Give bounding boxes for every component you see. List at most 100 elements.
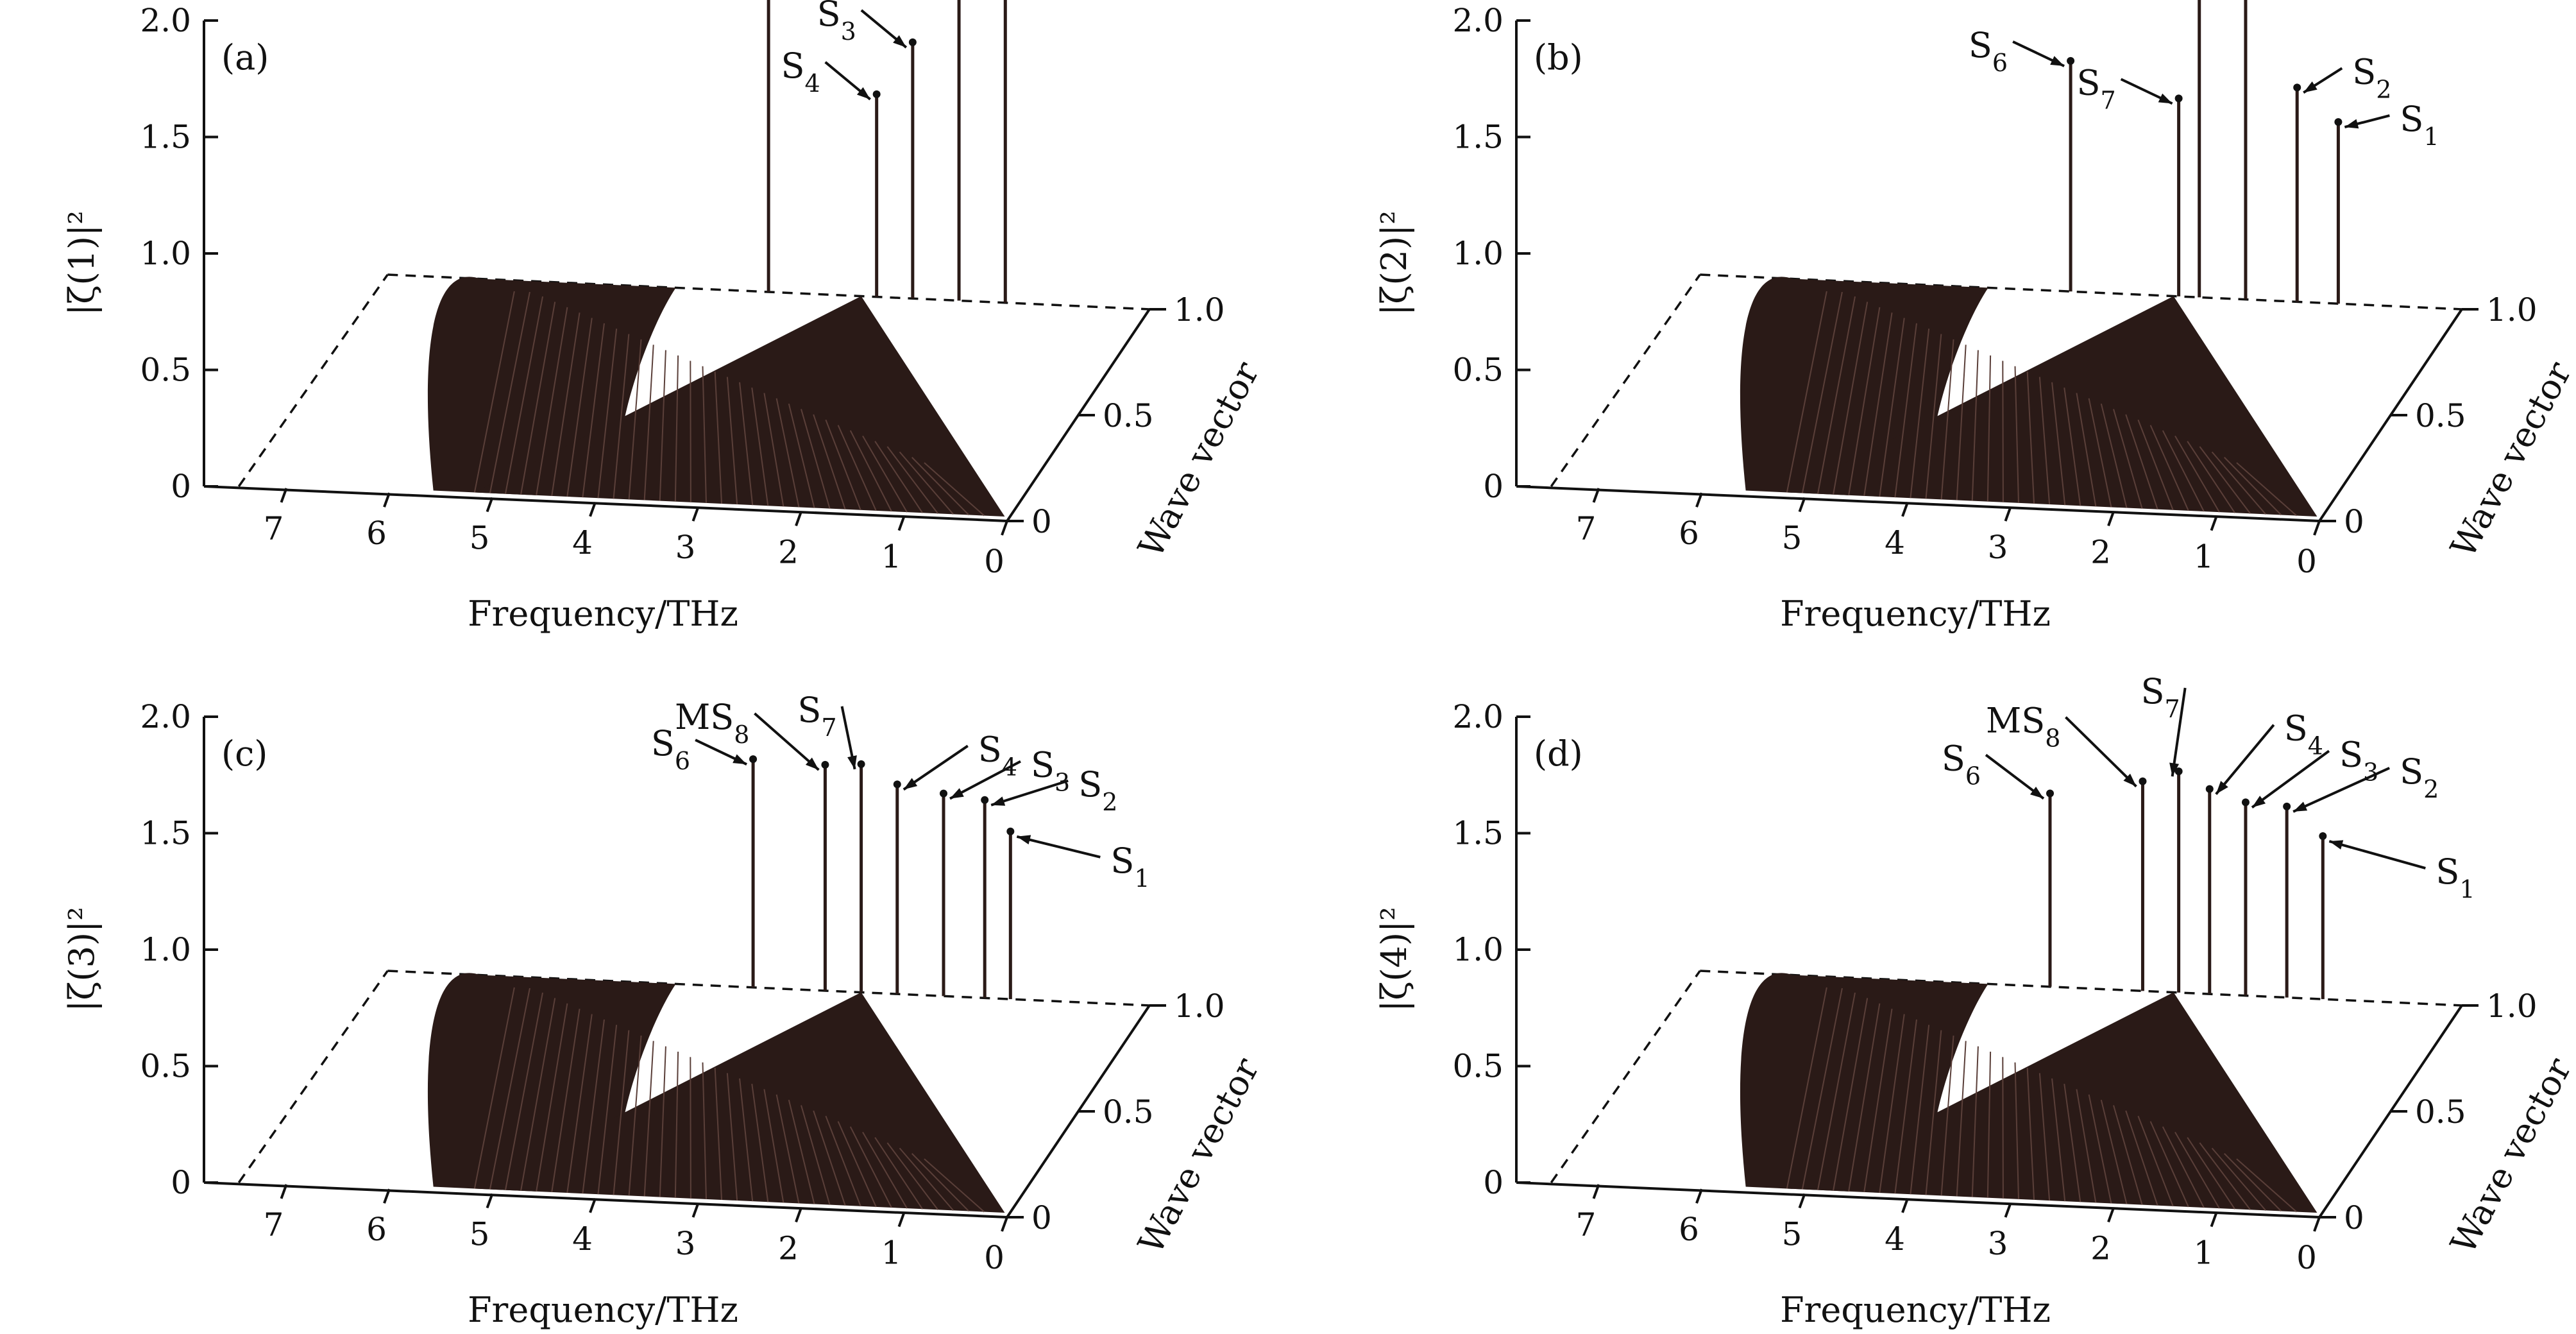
surface-hatch-line <box>613 1030 630 1195</box>
frequency-tick-mark <box>2107 511 2115 527</box>
surface-hatch-line <box>674 355 679 502</box>
surface-hatch-line <box>2162 1126 2205 1208</box>
frequency-tick-mark <box>1592 1184 1600 1199</box>
frequency-tick-label: 0 <box>2296 543 2317 580</box>
frequency-tick-label: 7 <box>1576 1206 1597 1244</box>
peak-tip-s7 <box>857 760 865 768</box>
peak-tip-s3 <box>908 38 917 46</box>
panel-label: (c) <box>221 733 267 774</box>
surface-hatch-line <box>2137 419 2174 511</box>
frequency-tick-label: 3 <box>1988 529 2008 566</box>
surface-hatch-line <box>536 1003 568 1192</box>
surface-hatch-line <box>628 1035 642 1196</box>
back-left-edge <box>237 273 389 487</box>
frequency-tick-mark <box>1901 502 1909 517</box>
wave-vector-tick-label: 0.5 <box>2415 397 2466 434</box>
z-tick-label: 1.5 <box>1452 119 1504 156</box>
surface-hatch-line <box>1987 355 1992 502</box>
peak-arrowhead-s6 <box>2029 787 2044 799</box>
panel-label: (a) <box>221 37 269 78</box>
z-tick-label: 0.5 <box>1452 1048 1504 1085</box>
peak-tip-s6 <box>2067 56 2075 65</box>
surface-hatch-line <box>2224 457 2282 516</box>
peak-tip-s2 <box>2293 83 2301 92</box>
frequency-axis-label: Frequency/THz <box>1780 594 2051 634</box>
frequency-tick-mark <box>1695 1188 1703 1204</box>
z-tick-label: 0 <box>171 1164 191 1201</box>
surface-hatch-line <box>582 323 605 498</box>
frequency-tick-label: 6 <box>1679 1211 1699 1248</box>
peak-tip-ms8 <box>2139 777 2147 785</box>
wave-vector-axis-label: Wave vector <box>2443 1051 2576 1260</box>
panel-label: (d) <box>1534 733 1583 774</box>
frequency-tick-mark <box>280 488 288 503</box>
peak-tip-ms8 <box>821 760 829 769</box>
peak-arrow-s1 <box>2328 840 2426 869</box>
peak-label-ms8: MS8 <box>1986 701 2060 753</box>
frequency-tick-label: 2 <box>2090 533 2111 570</box>
peak-arrowhead-s4 <box>2216 780 2228 794</box>
surface-hatch-line <box>874 441 923 513</box>
peak-label-s4: S4 <box>2284 708 2323 760</box>
peak-arrowhead-s7 <box>2169 762 2180 777</box>
dispersion-surface-main <box>474 296 1005 517</box>
surface-hatch-line <box>674 1051 679 1198</box>
surface-hatch-line <box>862 435 908 513</box>
surface-hatch-line <box>1894 323 1917 498</box>
surface-hatch-line <box>1910 1025 1930 1195</box>
frequency-tick-mark <box>1798 1193 1806 1209</box>
surface-hatch-line <box>751 1084 769 1202</box>
surface-hatch-line <box>582 1019 605 1194</box>
dispersion-surface-main <box>1786 296 2318 517</box>
wave-vector-axis-label: Wave vector <box>2443 355 2576 564</box>
z-tick-label: 2.0 <box>140 698 191 735</box>
surface-hatch-line <box>886 446 938 514</box>
frequency-tick-label: 1 <box>2194 538 2214 576</box>
peak-label-s7: S7 <box>2076 62 2115 114</box>
peak-arrowhead-s6 <box>2050 56 2065 66</box>
dispersion-surface-main <box>1786 992 2318 1213</box>
surface-hatch-line <box>1863 312 1893 497</box>
surface-hatch-line <box>726 1073 738 1201</box>
frequency-tick-label: 0 <box>984 1239 1004 1276</box>
peak-label-s3: S3 <box>2307 0 2346 4</box>
surface-hatch-line <box>726 377 738 505</box>
surface-hatch-line <box>1833 998 1868 1191</box>
frequency-tick-mark <box>691 1202 700 1218</box>
frequency-tick-mark <box>1001 520 1008 536</box>
wave-vector-tick-label: 0 <box>2344 503 2364 540</box>
surface-hatch-line <box>862 1131 908 1209</box>
frequency-tick-mark <box>2210 516 2218 531</box>
surface-hatch-line <box>2014 366 2019 503</box>
wave-vector-axis-label: Wave vector <box>1130 355 1267 564</box>
peak-label-s7: S7 <box>797 690 836 742</box>
surface-hatch-line <box>2137 1115 2174 1207</box>
surface-hatch-line <box>597 329 618 499</box>
peak-label-s6: S6 <box>1969 25 2008 77</box>
surface-hatch-line <box>473 291 515 493</box>
peak-tip-s1 <box>1006 827 1015 835</box>
surface-hatch-line <box>899 451 954 515</box>
surface-hatch-line <box>2236 1158 2297 1213</box>
frequency-tick-label: 3 <box>675 1225 696 1262</box>
surface-hatch-line <box>2187 1137 2235 1210</box>
wave-vector-tick-label: 0.5 <box>2415 1093 2466 1131</box>
surface-hatch-line <box>520 302 556 495</box>
surface-hatch-line <box>825 419 861 511</box>
peak-arrow-s4 <box>2215 724 2275 795</box>
back-left-edge <box>1550 970 1701 1183</box>
surface-hatch-line <box>2038 377 2051 505</box>
z-axis-label: |ζ(2)|² <box>1374 210 1414 316</box>
peak-arrowhead-s2 <box>2293 801 2308 812</box>
chart-panel-4: 0 0.5 1.0 1.5 2.0 |ζ(4)|² 7 6 5 4 3 2 1 0 Frequency/TH… <box>1374 671 2576 1330</box>
wave-vector-tick-label: 0.5 <box>1103 397 1154 434</box>
surface-hatch-line <box>1801 291 1843 493</box>
dispersion-surface-main <box>474 992 1005 1213</box>
frequency-tick-mark <box>1695 492 1703 508</box>
surface-hatch-line <box>2063 1084 2081 1202</box>
frequency-tick-label: 3 <box>675 529 696 566</box>
peak-tip-s6 <box>749 755 758 764</box>
peak-arrowhead-s1 <box>1017 835 1031 845</box>
peak-tip-s7 <box>2174 94 2183 103</box>
